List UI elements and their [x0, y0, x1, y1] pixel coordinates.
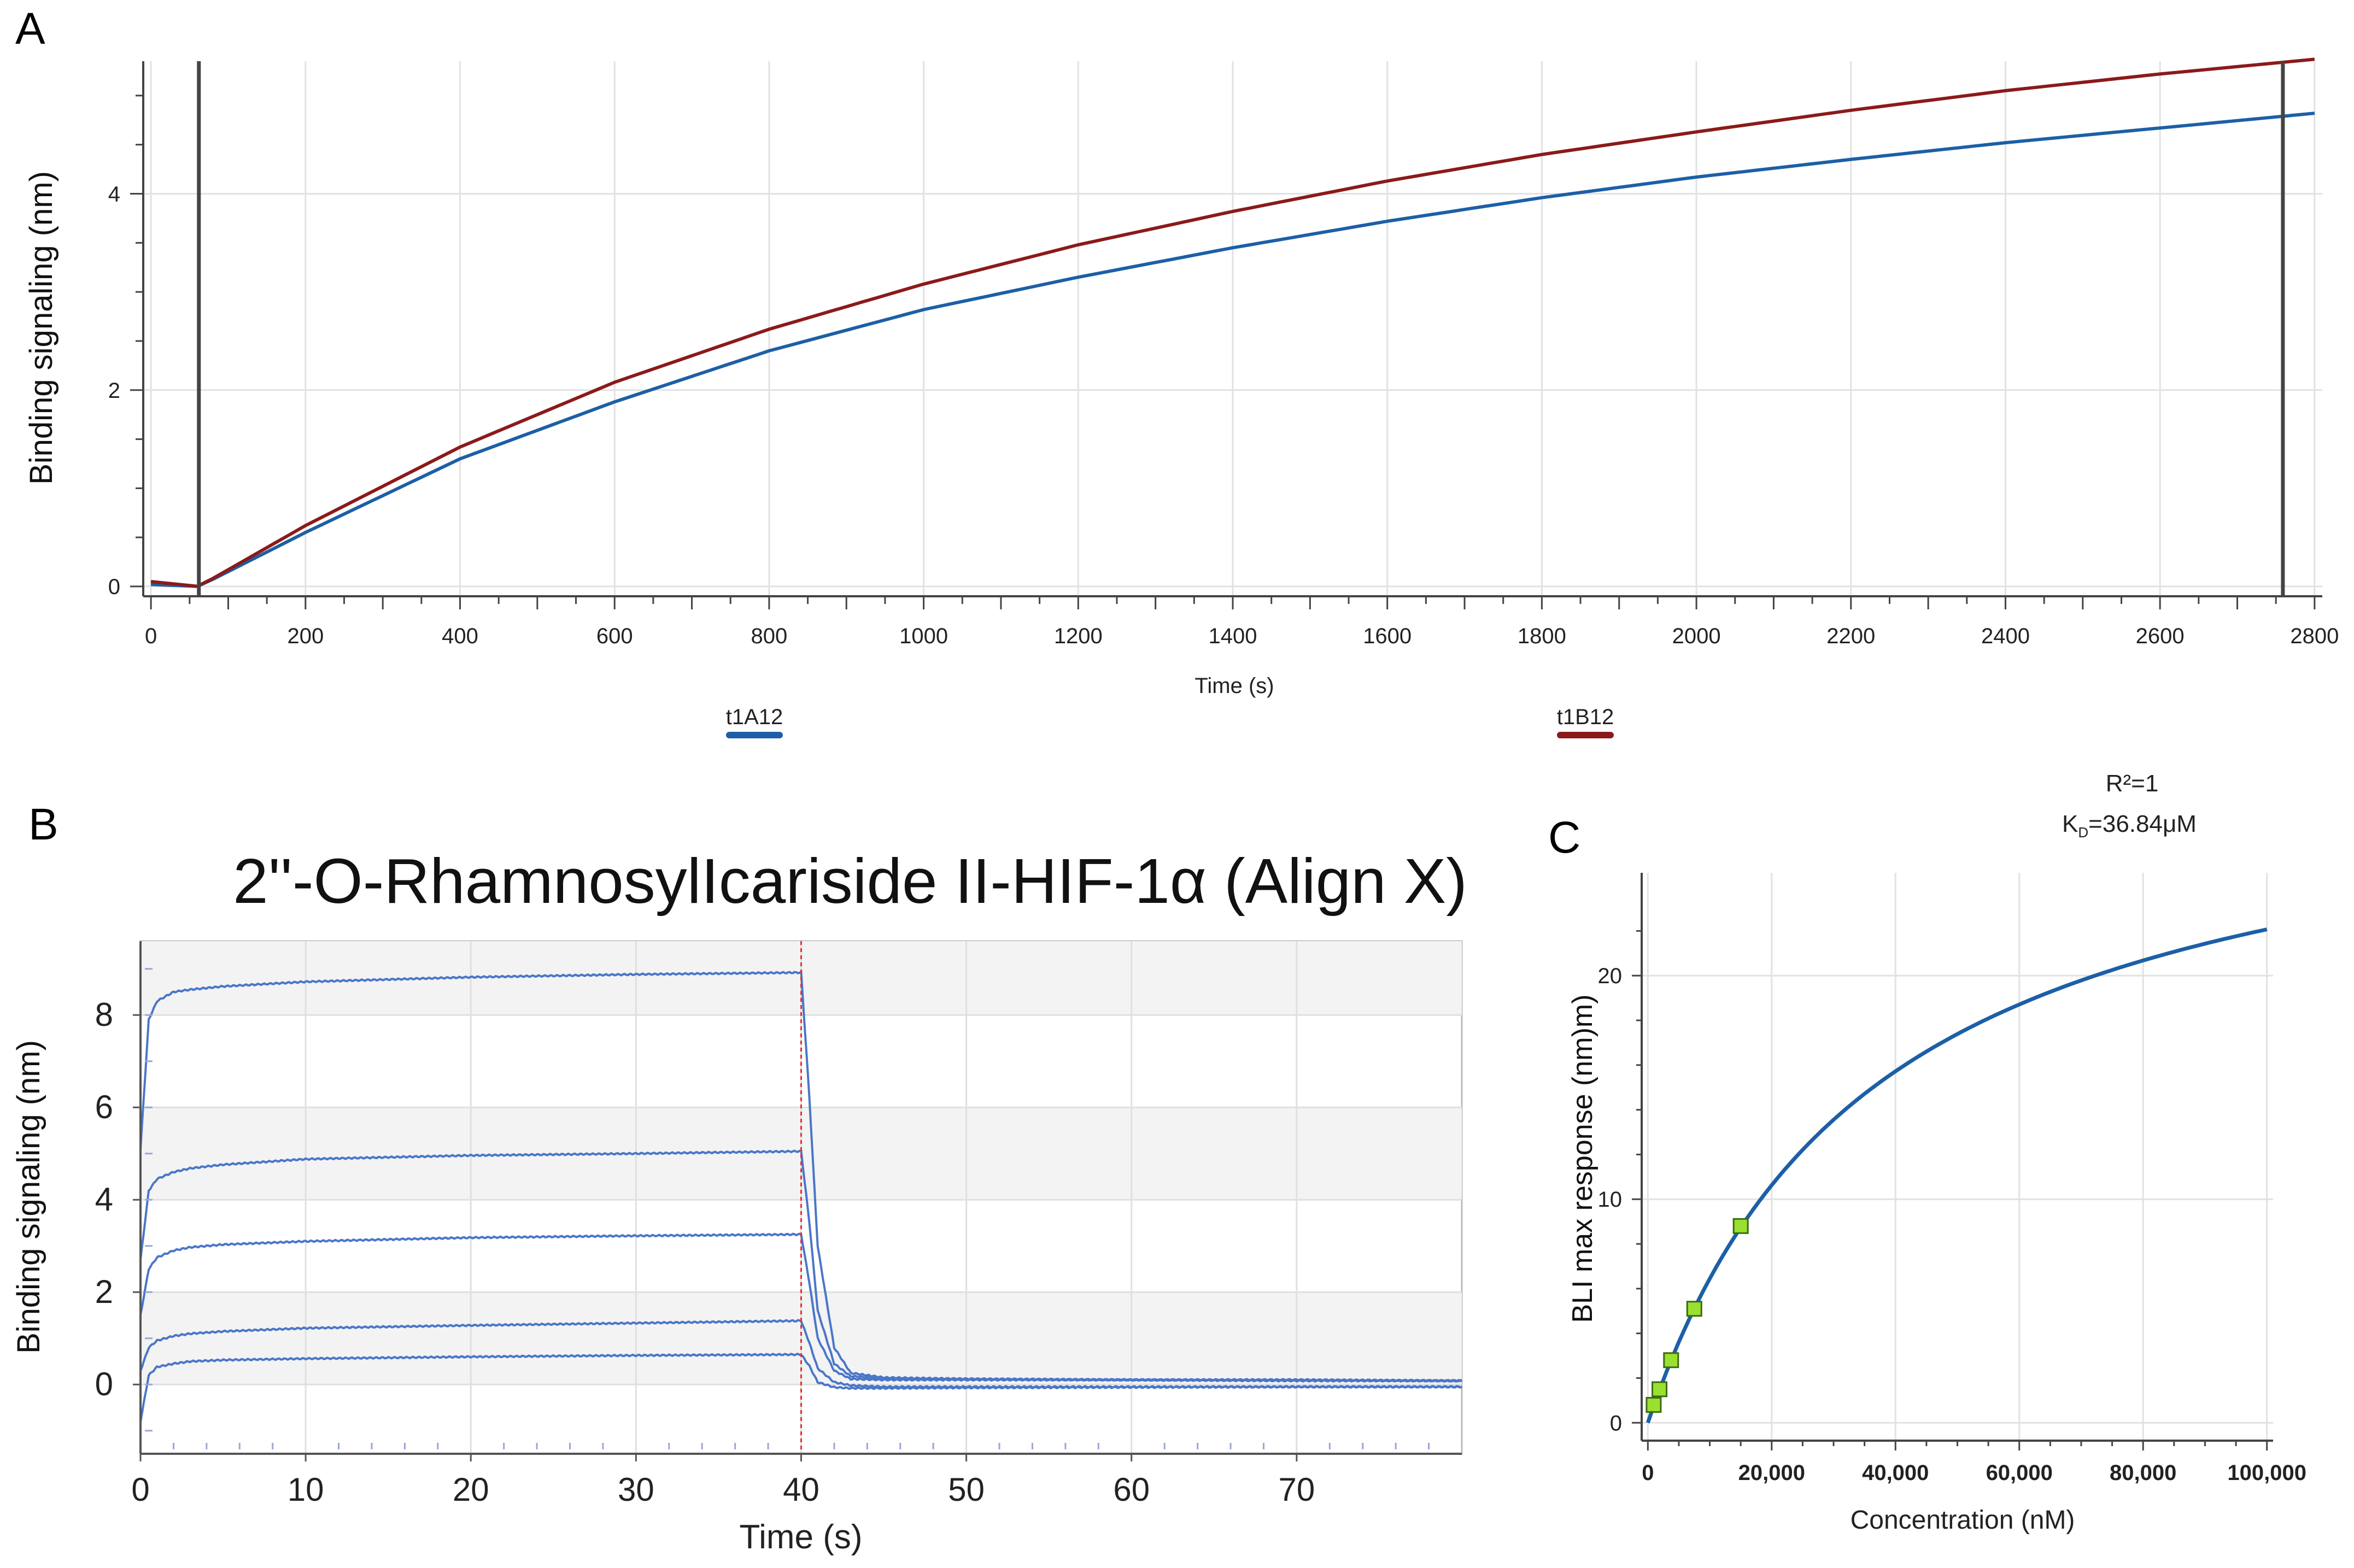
kd-value: =36.84μM [2088, 811, 2197, 837]
chart-c-x-tick-label: 80,000 [2110, 1461, 2176, 1485]
chart-a: 0 200 400 600 800 1000 1200 1400 1600 1800 2000 220… [24, 57, 2339, 738]
chart-c-ticks: 0 20,000 40,000 60,000 80,000 100,000 0 10 20 [1598, 930, 2306, 1485]
panel-label-b: B [28, 800, 58, 849]
chart-c: R²=1 KD=36.84μM 0 20,000 40,000 60,000 80,00… [1567, 770, 2306, 1535]
chart-b-title: 2''-O-RhamnosylIcariside II-HIF-1α (Alig… [233, 845, 1467, 917]
chart-c-fit-curve [1646, 927, 2268, 1424]
chart-a-y-axis-label: Binding signaling (nm) [24, 171, 59, 485]
chart-c-x-axis-label: Concentration (nM) [1851, 1506, 2075, 1535]
chart-b-y-tick-label: 0 [95, 1366, 113, 1402]
chart-c-y-tick-label: 20 [1598, 964, 1623, 988]
chart-a-x-tick-label: 2000 [1672, 624, 1721, 648]
chart-a-grid [143, 61, 2322, 596]
chart-a-x-tick-label: 1000 [899, 624, 948, 648]
chart-c-data-point [1732, 1218, 1749, 1234]
chart-b-x-tick-label: 0 [131, 1471, 149, 1508]
chart-c-data-point [1646, 1397, 1662, 1413]
chart-b-x-tick-label: 10 [288, 1471, 324, 1508]
chart-a-x-tick-label: 800 [751, 624, 788, 648]
chart-a-ticks: 0 200 400 600 800 1000 1200 1400 1600 1800 2000 220… [108, 95, 2339, 648]
chart-b-x-tick-label: 60 [1113, 1471, 1150, 1508]
chart-c-fit-group [1646, 927, 2268, 1424]
chart-a-series-t1B12 [150, 57, 2315, 588]
chart-b-x-tick-label: 70 [1279, 1471, 1315, 1508]
chart-c-x-tick-label: 100,000 [2227, 1461, 2306, 1485]
chart-a-series-t1A12 [150, 111, 2315, 588]
kd-prefix: K [2062, 811, 2078, 837]
kd-subscript: D [2078, 824, 2088, 841]
chart-a-x-tick-label: 1200 [1054, 624, 1103, 648]
chart-b-y-tick-label: 8 [95, 996, 113, 1033]
chart-b-y-axis-label: Binding signaling (nm) [11, 1040, 46, 1354]
panel-label-c: C [1548, 813, 1581, 862]
chart-a-series-group [150, 57, 2315, 588]
chart-b-x-tick-label: 40 [783, 1471, 819, 1508]
chart-b: 2''-O-RhamnosylIcariside II-HIF-1α (Alig… [11, 845, 1467, 1556]
chart-a-x-tick-label: 200 [287, 624, 324, 648]
chart-a-y-tick-label: 0 [108, 575, 120, 599]
chart-a-x-tick-label: 2600 [2136, 624, 2185, 648]
chart-c-y-tick-label: 10 [1598, 1188, 1623, 1212]
chart-a-x-tick-label: 2400 [1981, 624, 2030, 648]
chart-c-grid [1642, 873, 2273, 1441]
chart-c-x-tick-label: 20,000 [1738, 1461, 1805, 1485]
chart-a-x-tick-label: 400 [442, 624, 478, 648]
legend-label-t1a12: t1A12 [726, 705, 783, 729]
legend-swatch-t1a12 [726, 732, 783, 738]
chart-c-x-tick-label: 60,000 [1986, 1461, 2053, 1485]
chart-c-points-group [1646, 1218, 1749, 1413]
chart-c-y-axis-label: BLI max response (nm)m) [1567, 994, 1598, 1323]
chart-a-x-tick-label: 600 [596, 624, 633, 648]
chart-a-vlines [197, 61, 2285, 596]
chart-c-x-tick-label: 0 [1642, 1461, 1654, 1485]
legend-swatch-t1b12 [1557, 732, 1614, 738]
panel-label-a: A [15, 4, 45, 54]
chart-b-y-tick-label: 2 [95, 1273, 113, 1310]
chart-b-x-tick-label: 30 [618, 1471, 654, 1508]
chart-c-kd-annotation: KD=36.84μM [2062, 811, 2197, 841]
chart-a-x-tick-label: 2200 [1826, 624, 1875, 648]
chart-a-y-tick-label: 4 [108, 183, 120, 207]
chart-c-x-tick-label: 40,000 [1862, 1461, 1929, 1485]
chart-a-x-tick-label: 1800 [1518, 624, 1566, 648]
chart-a-x-tick-label: 2800 [2290, 624, 2339, 648]
chart-b-y-tick-label: 4 [95, 1181, 113, 1218]
chart-a-x-axis-label: Time (s) [1194, 674, 1274, 698]
chart-a-x-tick-label: 1600 [1363, 624, 1412, 648]
chart-b-x-axis-label: Time (s) [740, 1518, 863, 1556]
chart-c-data-point [1663, 1352, 1679, 1369]
chart-b-x-tick-label: 50 [948, 1471, 985, 1508]
legend-label-t1b12: t1B12 [1557, 705, 1614, 729]
chart-a-x-tick-label: 1400 [1209, 624, 1257, 648]
chart-c-y-tick-label: 0 [1610, 1411, 1622, 1435]
chart-b-ticks: 0 10 20 30 40 50 60 70 0 2 4 6 8 [95, 968, 1430, 1508]
chart-c-data-point [1686, 1301, 1702, 1317]
chart-a-x-tick-label: 0 [145, 624, 157, 648]
chart-a-y-tick-label: 2 [108, 379, 120, 403]
chart-c-r2-annotation: R²=1 [2106, 770, 2159, 797]
chart-b-x-tick-label: 20 [453, 1471, 489, 1508]
chart-c-data-point [1652, 1381, 1668, 1397]
chart-b-y-tick-label: 6 [95, 1089, 113, 1125]
